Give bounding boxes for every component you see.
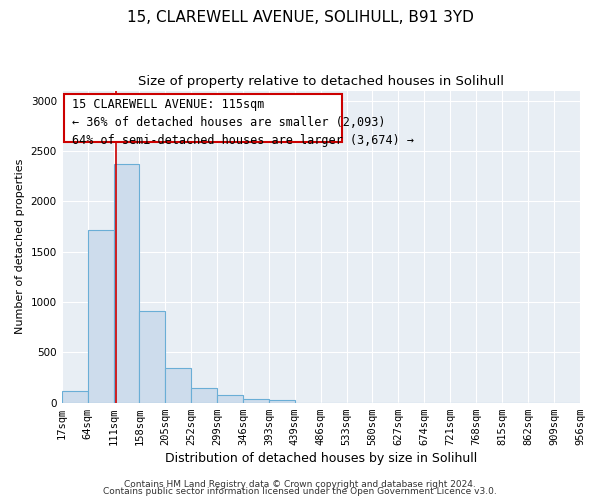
Text: Contains public sector information licensed under the Open Government Licence v3: Contains public sector information licen… [103, 488, 497, 496]
Bar [139, 311, 166, 402]
Bar [113, 164, 139, 402]
Bar [243, 398, 269, 402]
Bar [166, 368, 191, 402]
Text: 15, CLAREWELL AVENUE, SOLIHULL, B91 3YD: 15, CLAREWELL AVENUE, SOLIHULL, B91 3YD [127, 10, 473, 25]
Y-axis label: Number of detached properties: Number of detached properties [15, 159, 25, 334]
X-axis label: Distribution of detached houses by size in Solihull: Distribution of detached houses by size … [165, 452, 477, 465]
Text: 15 CLAREWELL AVENUE: 115sqm
← 36% of detached houses are smaller (2,093)
64% of : 15 CLAREWELL AVENUE: 115sqm ← 36% of det… [72, 98, 414, 148]
Bar [191, 388, 217, 402]
Bar [62, 390, 88, 402]
FancyBboxPatch shape [64, 94, 341, 142]
Bar [88, 230, 113, 402]
Title: Size of property relative to detached houses in Solihull: Size of property relative to detached ho… [138, 75, 504, 88]
Bar [217, 395, 243, 402]
Text: Contains HM Land Registry data © Crown copyright and database right 2024.: Contains HM Land Registry data © Crown c… [124, 480, 476, 489]
Bar [269, 400, 295, 402]
